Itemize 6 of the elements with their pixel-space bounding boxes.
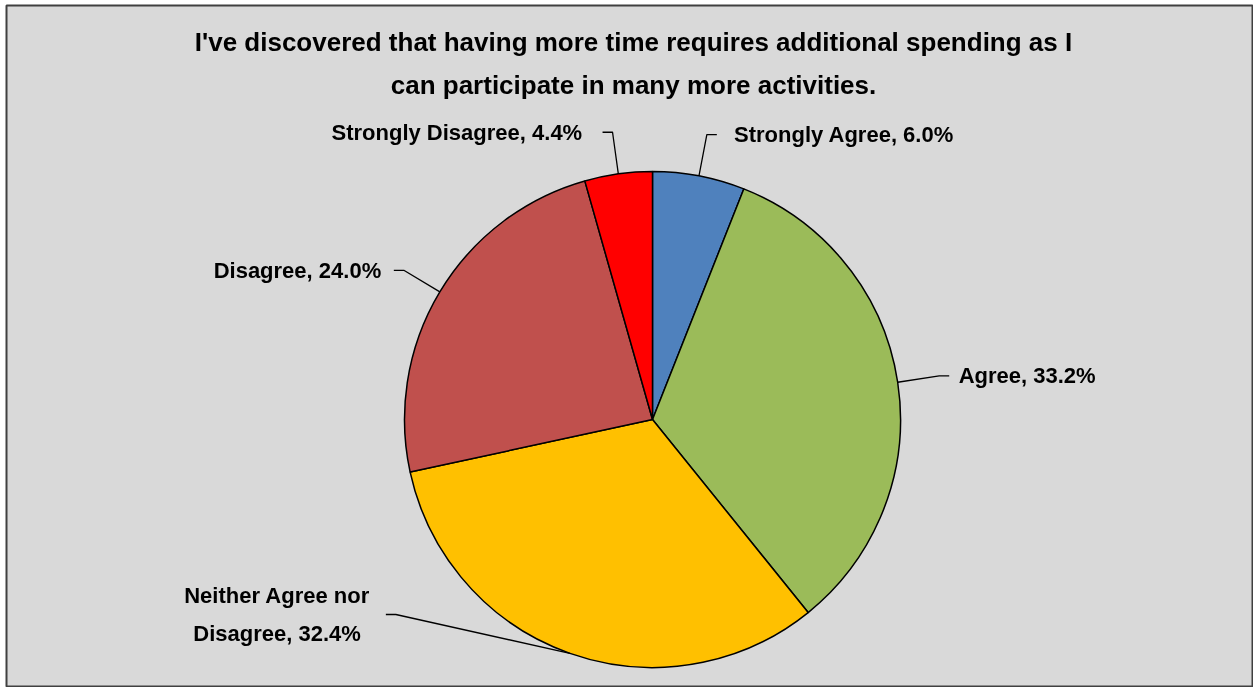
slice-label: Disagree, 24.0%: [213, 257, 382, 283]
slice-label: Neither Agree nor Disagree, 32.4%: [184, 583, 370, 646]
slice-label: Agree, 33.2%: [958, 363, 1096, 389]
chart-title: I've discovered that having more time requires additional spending as I can participate in many more activities.: [194, 26, 1073, 101]
slice-label: Strongly Disagree, 4.4%: [331, 119, 583, 145]
slice-label: Strongly Agree, 6.0%: [734, 122, 954, 148]
